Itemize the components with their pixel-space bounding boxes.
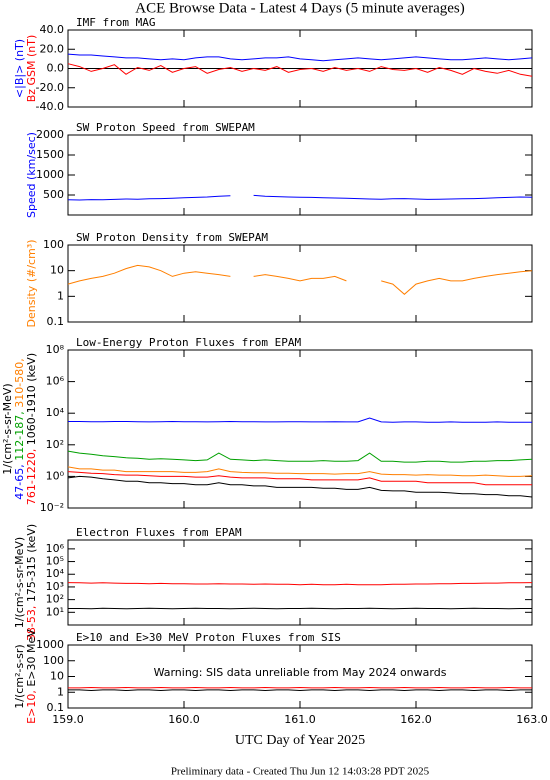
y-tick-label: 10: [50, 670, 64, 683]
y-axis-label-part: 761-1220,: [25, 445, 38, 505]
y-axis-label-part: 1/(cm²-s-sr): [13, 644, 26, 708]
y-tick-label: 500: [43, 188, 64, 201]
y-tick-label: 10²: [46, 593, 64, 606]
y-tick-label: 0.1: [47, 315, 65, 328]
y-axis-label-part: E>30 MeV: [25, 629, 38, 687]
x-tick-label: 163.0: [516, 713, 548, 726]
series-line: [68, 607, 532, 610]
y-tick-label: 10⁸: [46, 343, 65, 356]
page-title: ACE Browse Data - Latest 4 Days (5 minut…: [135, 0, 464, 16]
plot-frame: [67, 134, 533, 216]
y-axis-label: 1/(cm²-s-sr): [13, 644, 26, 708]
y-axis-label-part: 310-580,: [13, 358, 26, 407]
y-axis-label-part: <|B|> (nT): [13, 39, 26, 98]
y-tick-label: 10⁻²: [40, 501, 64, 514]
y-tick-label: 0.0: [47, 62, 65, 75]
y-tick-label: 1: [57, 685, 64, 698]
y-tick-label: 1000: [36, 638, 64, 651]
panel-title: Electron Fluxes from EPAM: [76, 526, 242, 539]
y-axis-label-part: 112-187,: [13, 408, 26, 461]
y-axis-label-part: 1060-1910 (keV): [25, 353, 38, 445]
series-line: [67, 475, 533, 498]
series-line: [67, 63, 533, 77]
y-tick-label: 10: [50, 264, 64, 277]
y-axis-label: Bz GSM (nT): [25, 35, 38, 103]
panel-title: SW Proton Density from SWEPAM: [76, 231, 268, 244]
y-tick-label: 10⁶: [46, 375, 65, 388]
series-line: [67, 53, 533, 62]
series-line: [67, 264, 533, 295]
y-axis-label-part: 1/(cm²-s-sr-MeV): [13, 537, 26, 628]
y-axis-label-part: Speed (km/sec): [25, 132, 38, 218]
y-axis-label-part: 1/(cm²-s-sr-MeV): [1, 383, 14, 474]
y-tick-label: 10⁴: [46, 567, 65, 580]
x-tick-label: 159.0: [52, 713, 84, 726]
y-tick-label: 10⁰: [46, 469, 65, 482]
y-axis-label: E>10, E>30 MeV: [25, 629, 38, 724]
annotation: Warning: SIS data unreliable from May 20…: [154, 666, 447, 679]
y-axis-label: <|B|> (nT): [13, 39, 26, 98]
series-line: [67, 194, 533, 201]
series-line: [67, 466, 533, 477]
plot-frame: [67, 539, 533, 626]
y-axis-label-part: Density (#/cm³): [25, 240, 38, 328]
series-line: [67, 471, 532, 486]
y-tick-label: -40.0: [36, 100, 64, 113]
plot-frame: [67, 244, 533, 323]
y-tick-label: 10⁶: [46, 542, 65, 555]
series-line: [68, 417, 532, 423]
panel-title: Low-Energy Proton Fluxes from EPAM: [76, 336, 302, 349]
x-axis-label: UTC Day of Year 2025: [235, 733, 365, 748]
series-line: [67, 450, 533, 463]
x-tick-label: 161.0: [284, 713, 316, 726]
y-axis-label-part: Bz GSM (nT): [25, 35, 38, 103]
x-tick-label: 162.0: [400, 713, 432, 726]
y-tick-label: 2000: [36, 128, 64, 141]
y-axis-label: 1/(cm²-s-sr-MeV): [13, 537, 26, 628]
y-tick-label: 10⁴: [46, 406, 65, 419]
y-tick-label: 10⁵: [46, 555, 64, 568]
y-tick-label: 40.0: [40, 23, 65, 36]
y-axis-label-part: 175-315 (keV): [25, 524, 38, 602]
plot-frame: [67, 349, 533, 509]
y-tick-label: 20.0: [40, 42, 65, 55]
series-line: [67, 582, 533, 586]
y-axis-label: 1/(cm²-s-sr-MeV): [1, 383, 14, 474]
series-line: [68, 689, 532, 692]
panel-title: SW Proton Speed from SWEPAM: [76, 121, 255, 134]
y-tick-label: 100: [43, 654, 64, 667]
y-tick-label: 1000: [36, 168, 64, 181]
y-tick-label: 0.1: [47, 701, 65, 714]
y-tick-label: 1500: [36, 148, 64, 161]
panel-title: IMF from MAG: [76, 16, 155, 29]
y-axis-label: 47-65, 112-187, 310-580,: [13, 358, 26, 499]
y-axis-label: 761-1220, 1060-1910 (keV): [25, 353, 38, 505]
y-tick-label: -20.0: [36, 81, 64, 94]
y-tick-label: 100: [43, 238, 64, 251]
y-axis-label: Speed (km/sec): [25, 132, 38, 218]
panel-title: E>10 and E>30 MeV Proton Fluxes from SIS: [76, 631, 341, 644]
y-axis-label-part: 47-65,: [13, 461, 26, 500]
y-tick-label: 1: [57, 289, 64, 302]
x-tick-label: 160.0: [168, 713, 200, 726]
y-tick-label: 10¹: [46, 605, 64, 618]
y-tick-label: 10³: [46, 580, 64, 593]
y-axis-label: 38-53, 175-315 (keV): [25, 524, 38, 641]
y-axis-label: Density (#/cm³): [25, 240, 38, 328]
y-axis-label-part: E>10,: [25, 687, 38, 724]
footer: Preliminary data - Created Thu Jun 12 14…: [171, 766, 430, 778]
y-axis-label-part: 38-53,: [25, 602, 38, 641]
y-tick-label: 10²: [46, 438, 64, 451]
